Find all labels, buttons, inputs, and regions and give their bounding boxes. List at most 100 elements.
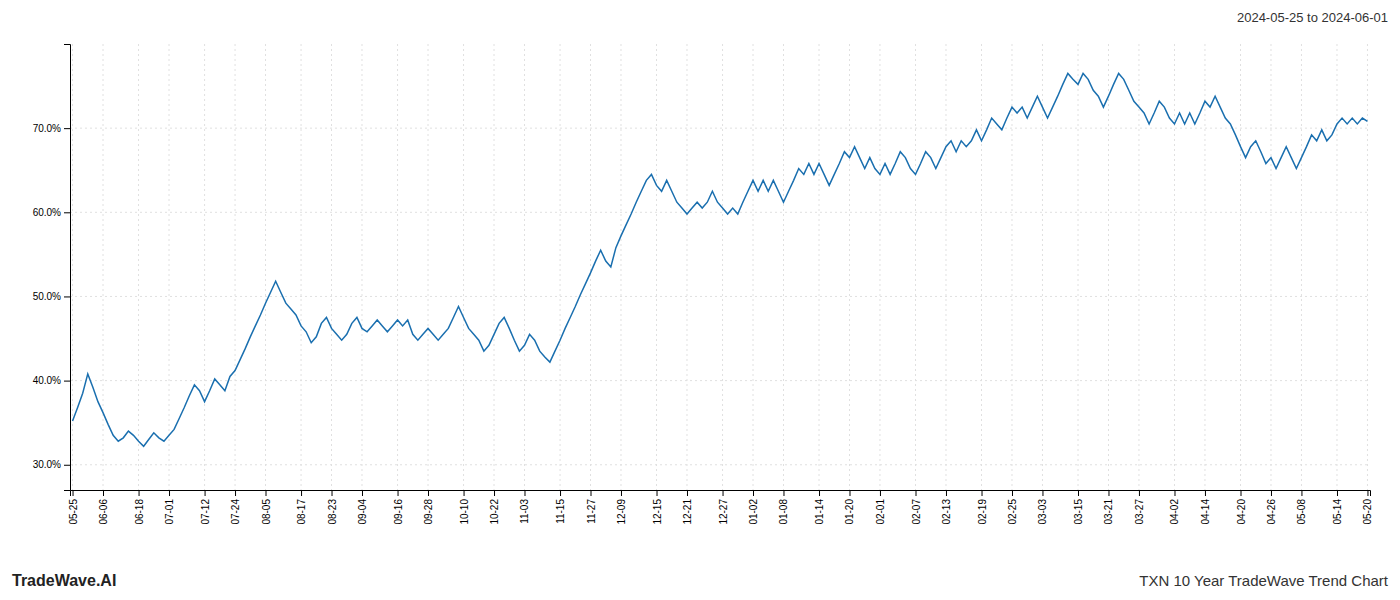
x-tick-label: 06-06 xyxy=(98,499,109,525)
background xyxy=(0,0,1400,600)
x-axis-line xyxy=(71,491,1371,497)
x-tick-mark xyxy=(235,490,236,496)
x-tick-mark xyxy=(560,490,561,496)
x-tick-mark xyxy=(946,490,947,496)
x-tick-mark xyxy=(1367,490,1368,496)
x-tick: 12-27 xyxy=(718,490,729,525)
subtitle: 2024-05-25 to 2024-06-01 xyxy=(1237,10,1388,25)
x-tick-mark xyxy=(494,490,495,496)
x-tick: 08-17 xyxy=(296,490,307,525)
x-tick: 07-01 xyxy=(164,490,175,525)
x-tick-mark xyxy=(982,490,983,496)
x-tick: 06-18 xyxy=(134,490,145,525)
grid-line xyxy=(70,212,1370,213)
y-tick: 70.0% xyxy=(33,123,70,134)
x-tick-label: 11-15 xyxy=(555,499,566,524)
x-tick: 08-05 xyxy=(261,490,272,525)
x-tick-label: 07-12 xyxy=(200,499,211,525)
x-tick-mark xyxy=(1108,490,1109,496)
x-tick-label: 09-04 xyxy=(357,499,368,525)
grid-line xyxy=(265,44,266,490)
x-tick: 04-26 xyxy=(1266,490,1277,525)
x-tick-mark xyxy=(332,490,333,496)
grid-line xyxy=(1367,44,1368,490)
x-tick-label: 10-10 xyxy=(459,499,470,525)
grid-line xyxy=(331,44,332,490)
x-tick: 02-13 xyxy=(941,490,952,525)
x-tick: 11-27 xyxy=(586,490,597,524)
x-tick-mark xyxy=(266,490,267,496)
x-tick: 01-02 xyxy=(748,490,759,525)
x-tick-mark xyxy=(362,490,363,496)
x-tick: 05-14 xyxy=(1332,490,1343,525)
grid-line xyxy=(70,464,1370,465)
x-tick-label: 04-26 xyxy=(1266,499,1277,525)
x-tick: 02-01 xyxy=(875,490,886,525)
x-tick: 10-22 xyxy=(489,490,500,525)
x-tick-label: 08-05 xyxy=(261,499,272,525)
x-tick-mark xyxy=(591,490,592,496)
x-tick-mark xyxy=(1271,490,1272,496)
grid-line xyxy=(169,44,170,490)
x-tick: 03-21 xyxy=(1103,490,1114,525)
x-tick-mark xyxy=(916,490,917,496)
x-tick-label: 10-22 xyxy=(489,499,500,525)
x-tick-label: 03-27 xyxy=(1134,499,1145,525)
line xyxy=(73,73,1368,446)
x-tick-mark xyxy=(621,490,622,496)
x-tick-label: 02-01 xyxy=(875,499,886,525)
x-tick-mark xyxy=(301,490,302,496)
grid-line xyxy=(915,44,916,490)
grid-line xyxy=(103,44,104,490)
x-tick: 03-03 xyxy=(1037,490,1048,525)
x-tick-label: 07-24 xyxy=(230,499,241,525)
x-tick: 12-21 xyxy=(682,490,693,525)
grid-line xyxy=(397,44,398,490)
grid-line xyxy=(1108,44,1109,490)
x-tick-label: 11-03 xyxy=(519,499,530,524)
x-tick: 12-15 xyxy=(652,490,663,525)
x-tick: 03-15 xyxy=(1073,490,1084,525)
x-tick-label: 01-02 xyxy=(748,499,759,525)
grid-line xyxy=(1138,44,1139,490)
x-tick-mark xyxy=(1012,490,1013,496)
x-tick-mark xyxy=(819,490,820,496)
grid-line xyxy=(1336,44,1337,490)
x-tick-mark xyxy=(723,490,724,496)
x-tick: 02-25 xyxy=(1007,490,1018,525)
y-axis: 30.0%40.0%50.0%60.0%70.0% xyxy=(33,45,71,491)
x-tick-label: 12-15 xyxy=(652,499,663,525)
x-tick: 09-28 xyxy=(423,490,434,525)
grid-line xyxy=(428,44,429,490)
x-tick-mark xyxy=(687,490,688,496)
x-tick-mark xyxy=(753,490,754,496)
x-tick-mark xyxy=(428,490,429,496)
y-tick-label: 30.0% xyxy=(33,459,61,470)
grid xyxy=(70,44,1370,490)
x-tick-label: 02-25 xyxy=(1007,499,1018,525)
x-tick-mark xyxy=(1042,490,1043,496)
x-tick-label: 05-14 xyxy=(1332,499,1343,525)
y-tick-mark xyxy=(64,128,70,129)
grid-line xyxy=(560,44,561,490)
plot: 30.0%40.0%50.0%60.0%70.0%05-2506-0606-18… xyxy=(33,44,1374,525)
y-tick-label: 40.0% xyxy=(33,375,61,386)
grid-line xyxy=(1240,44,1241,490)
x-tick: 01-20 xyxy=(844,490,855,525)
grid-line xyxy=(849,44,850,490)
grid-line xyxy=(1174,44,1175,490)
grid-line xyxy=(879,44,880,490)
x-tick: 05-20 xyxy=(1362,490,1373,525)
grid-line xyxy=(70,380,1370,381)
x-tick-mark xyxy=(139,490,140,496)
x-tick-mark xyxy=(880,490,881,496)
chart: 30.0%40.0%50.0%60.0%70.0%05-2506-0606-18… xyxy=(0,0,1400,600)
y-tick-mark xyxy=(64,465,70,466)
grid-line xyxy=(783,44,784,490)
x-tick: 11-15 xyxy=(555,490,566,524)
x-tick-label: 01-14 xyxy=(814,499,825,525)
grid-line xyxy=(1042,44,1043,490)
x-axis: 05-2506-0606-1807-0107-1207-2408-0508-17… xyxy=(68,490,1374,525)
y-tick-label: 50.0% xyxy=(33,291,61,302)
grid-line xyxy=(620,44,621,490)
